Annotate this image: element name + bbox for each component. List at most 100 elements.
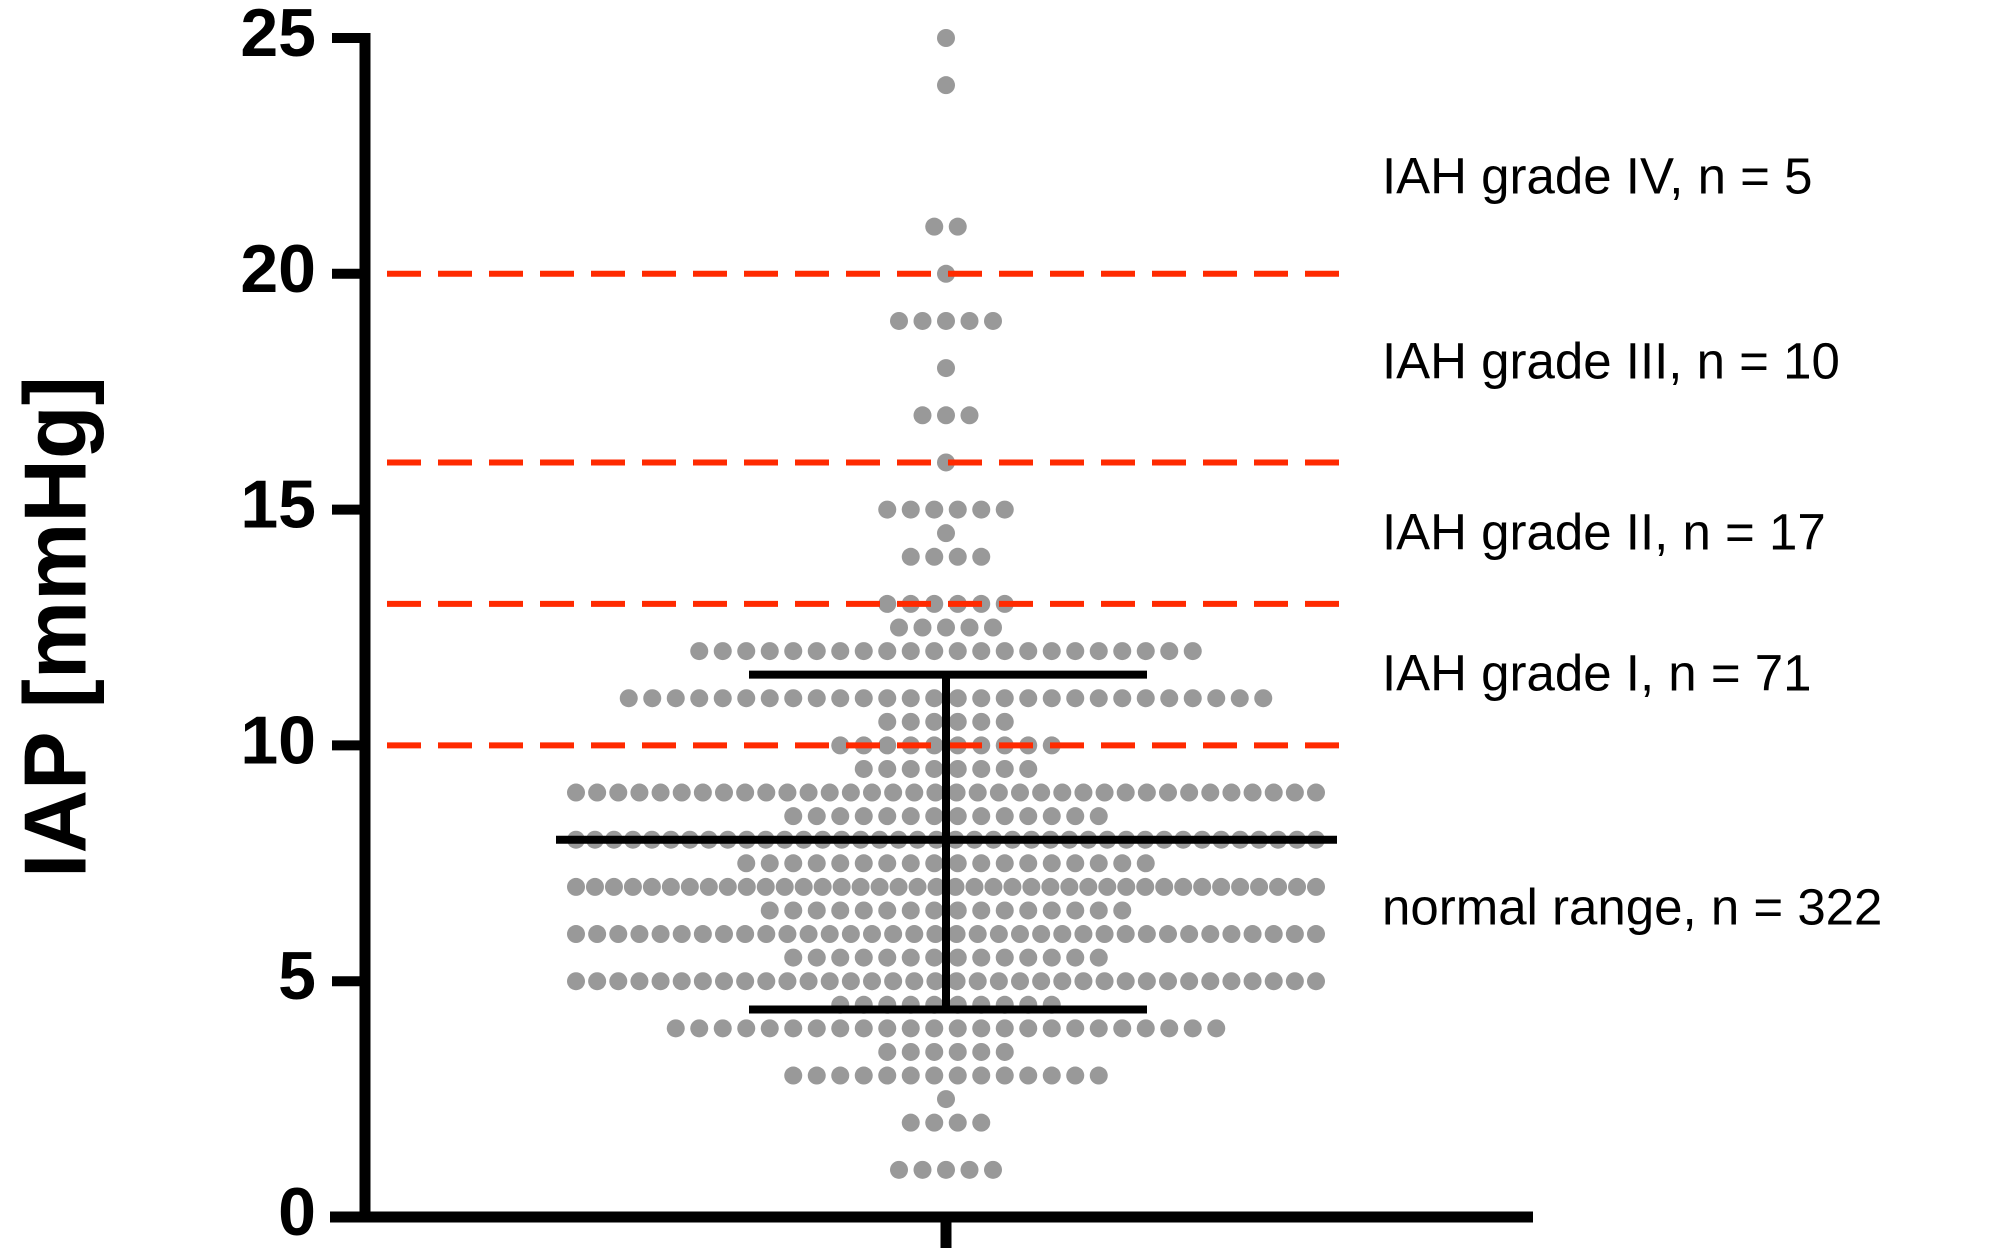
data-dot [778, 925, 797, 944]
data-dot [968, 925, 987, 944]
data-dot [926, 783, 945, 802]
data-dot [1089, 901, 1108, 920]
data-dot [1089, 807, 1108, 826]
data-dot [1095, 925, 1114, 944]
data-dot [1011, 783, 1029, 802]
data-dot [567, 972, 585, 991]
data-dot [901, 1113, 920, 1132]
data-dot [1180, 972, 1199, 991]
data-dot [925, 594, 944, 613]
data-dot [820, 783, 839, 802]
data-dot [878, 807, 897, 826]
data-dot [588, 783, 607, 802]
data-dot [1019, 854, 1038, 873]
data-dot [737, 642, 756, 661]
data-dot [972, 642, 991, 661]
data-dot [989, 783, 1008, 802]
data-dot [878, 689, 897, 708]
data-dot [1212, 877, 1231, 896]
data-dot [1019, 1066, 1038, 1085]
data-dot [1053, 783, 1072, 802]
data-dot [1042, 854, 1061, 873]
data-dot [925, 500, 944, 519]
data-dot [1042, 807, 1061, 826]
data-dot [878, 594, 897, 613]
data-dot [1183, 689, 1202, 708]
data-dot [1160, 689, 1179, 708]
data-dot [1019, 948, 1038, 967]
data-dot [854, 948, 873, 967]
data-dot [960, 406, 979, 425]
data-dot [807, 948, 826, 967]
data-dot [901, 807, 920, 826]
data-dot [651, 783, 670, 802]
y-tick-label: 10 [240, 702, 316, 778]
data-dot [630, 972, 649, 991]
data-dot [784, 1019, 803, 1038]
data-dot [1042, 689, 1061, 708]
data-dot [972, 1019, 991, 1038]
data-dot [1193, 877, 1212, 896]
data-dot [831, 1019, 850, 1038]
data-dot [775, 877, 794, 896]
data-dot [813, 877, 832, 896]
data-dot [1053, 972, 1072, 991]
data-dot [901, 1019, 920, 1038]
data-dot [1066, 948, 1085, 967]
data-dot [1183, 642, 1202, 661]
data-dot [784, 807, 803, 826]
data-dot [831, 689, 850, 708]
data-dot [905, 925, 924, 944]
data-dot [1066, 1019, 1085, 1038]
data-dot [715, 783, 733, 802]
data-dot [937, 29, 955, 47]
data-dot [651, 972, 670, 991]
data-dot [972, 1042, 991, 1061]
data-dot [901, 901, 920, 920]
data-dot [851, 877, 870, 896]
data-dot [807, 807, 826, 826]
data-dot [736, 783, 755, 802]
data-dot [642, 877, 661, 896]
data-dot [736, 972, 755, 991]
data-dot [1066, 901, 1085, 920]
data-dot [948, 948, 967, 967]
data-dot [937, 453, 955, 472]
data-dot [1160, 1019, 1179, 1038]
data-dot [1079, 877, 1098, 896]
data-dot [1231, 877, 1250, 896]
data-dot [995, 901, 1014, 920]
data-dot [713, 642, 732, 661]
data-dot [926, 925, 945, 944]
data-dot [884, 783, 903, 802]
data-dot [913, 1160, 932, 1179]
data-dot [884, 925, 903, 944]
data-dot [948, 1066, 967, 1085]
data-dot [884, 972, 903, 991]
data-dot [1180, 783, 1199, 802]
data-dot [1285, 783, 1304, 802]
data-dot [715, 925, 733, 944]
data-dot [831, 736, 850, 755]
data-dot [854, 854, 873, 873]
data-dot [925, 1019, 944, 1038]
data-dot [757, 972, 776, 991]
data-dot [948, 759, 967, 778]
data-dot [947, 925, 966, 944]
data-dot [672, 925, 691, 944]
data-dot [937, 1090, 955, 1109]
data-dot [965, 877, 984, 896]
data-dot [901, 854, 920, 873]
data-dot [1019, 759, 1038, 778]
data-dot [1116, 972, 1135, 991]
data-dot [972, 807, 991, 826]
data-dot [925, 1066, 944, 1085]
data-dot [784, 901, 803, 920]
data-dot [784, 642, 803, 661]
data-dot [984, 877, 1003, 896]
data-dot [1159, 925, 1177, 944]
data-dot [609, 925, 628, 944]
data-dot [1074, 972, 1093, 991]
data-dot [948, 854, 967, 873]
data-dot [784, 1066, 803, 1085]
